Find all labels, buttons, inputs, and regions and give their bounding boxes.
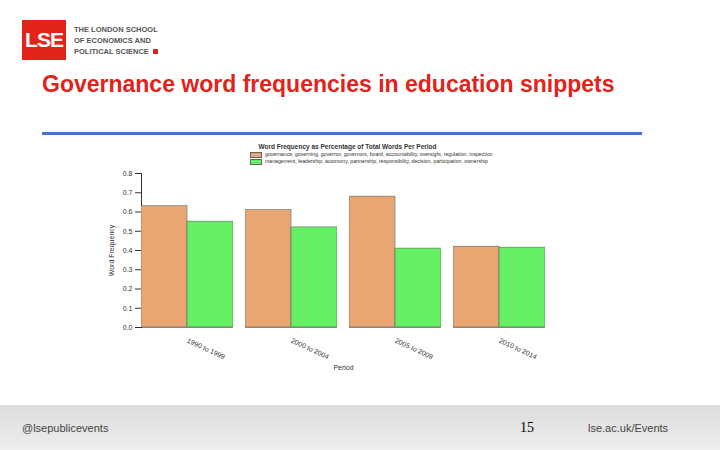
html-text:POLITICAL SCIENCE: POLITICAL SCIENCE — [74, 47, 149, 56]
html-text:15: 15 — [520, 420, 534, 435]
svg-text:Period: Period — [333, 364, 353, 371]
svg-text:0.8: 0.8 — [123, 170, 133, 177]
html-text:OF ECONOMICS AND: OF ECONOMICS AND — [74, 36, 151, 45]
svg-text:0.3: 0.3 — [123, 266, 133, 273]
svg-text:2000 to 2004: 2000 to 2004 — [290, 337, 330, 361]
html-text:governance, governing, governo: governance, governing, governor, governo… — [265, 151, 493, 157]
svg-text:0.7: 0.7 — [123, 189, 133, 196]
svg-text:0.5: 0.5 — [123, 227, 133, 234]
html-text:Word Frequency as Percentage o: Word Frequency as Percentage of Total Wo… — [258, 143, 437, 150]
html-text:THE LONDON SCHOOL: THE LONDON SCHOOL — [74, 25, 158, 34]
svg-text:0.6: 0.6 — [123, 208, 133, 215]
svg-text:0.4: 0.4 — [123, 247, 133, 254]
html-text:@lsepublicevents: @lsepublicevents — [22, 422, 109, 434]
html-text:management, leadership, autono: management, leadership, autonomy, partne… — [265, 158, 488, 164]
svg-text:0.0: 0.0 — [123, 324, 133, 331]
html-text:Governance word frequencies in: Governance word frequencies in education… — [42, 71, 615, 97]
html-text:lse.ac.uk/Events: lse.ac.uk/Events — [588, 422, 669, 434]
html-text:LSE: LSE — [25, 28, 63, 51]
svg-text:2010 to 2014: 2010 to 2014 — [498, 337, 538, 361]
svg-text:0.1: 0.1 — [123, 304, 133, 311]
svg-text:Word Frequency: Word Frequency — [108, 224, 116, 276]
svg-text:1990 to 1999: 1990 to 1999 — [186, 337, 226, 361]
svg-text:0.2: 0.2 — [123, 285, 133, 292]
svg-text:2005 to 2009: 2005 to 2009 — [394, 337, 434, 361]
